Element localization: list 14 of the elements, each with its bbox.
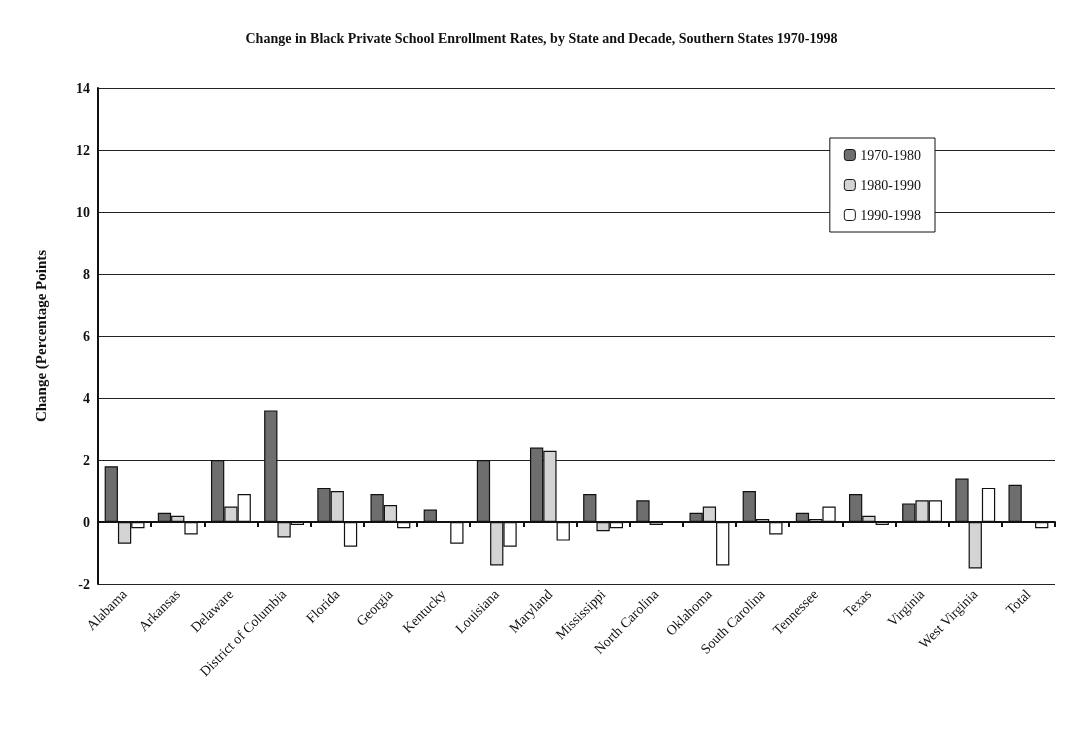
y-axis-title: Change (Percentage Points <box>32 249 50 423</box>
y-tick-label: 8 <box>83 266 90 282</box>
y-tick-label: -2 <box>78 576 90 592</box>
y-tick-label: 0 <box>83 514 90 530</box>
legend-label: 1970-1980 <box>860 147 922 163</box>
y-tick-label: 2 <box>83 452 90 468</box>
chart-title: Change in Black Private School Enrollment Rates, by State and Decade, Southern States 1970-1998 <box>245 30 838 46</box>
y-tick-label: 4 <box>83 390 90 406</box>
y-tick-label: 14 <box>76 80 90 96</box>
y-tick-label: 12 <box>76 142 90 158</box>
legend-label: 1980-1990 <box>860 177 922 193</box>
y-tick-label: 10 <box>76 204 90 220</box>
y-tick-label: 6 <box>83 328 90 344</box>
legend-label: 1990-1998 <box>860 207 922 223</box>
